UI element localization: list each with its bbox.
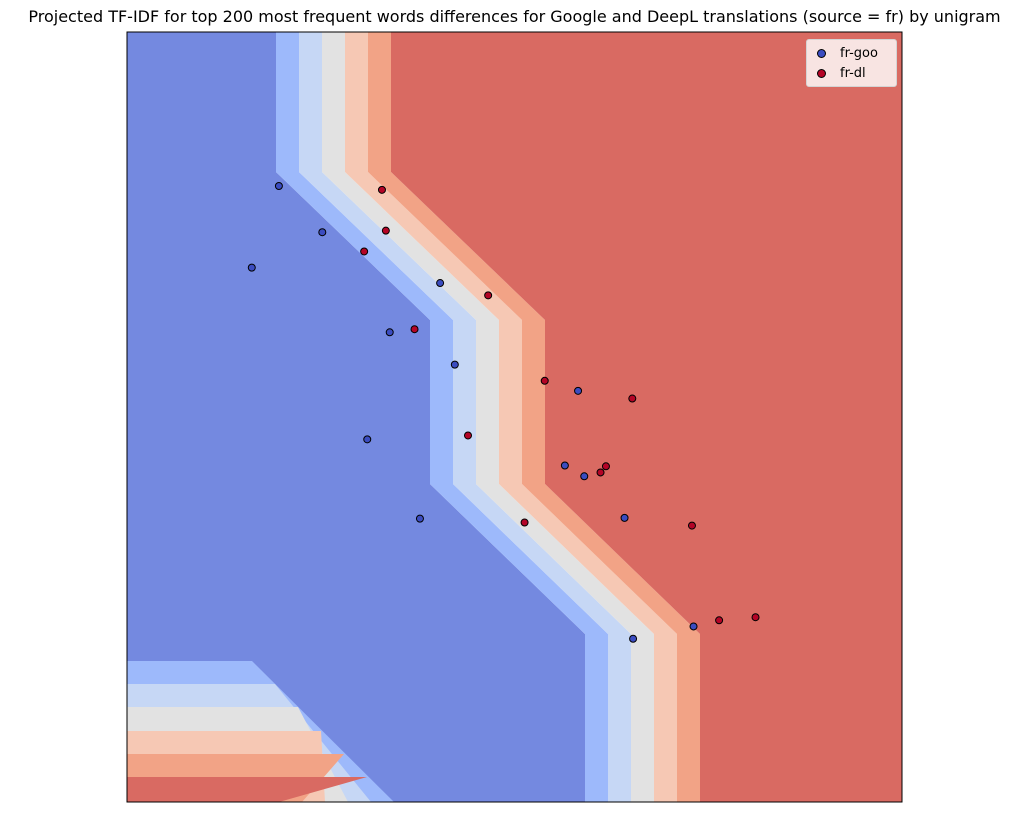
point-fr-goo-5 xyxy=(450,360,459,369)
point-fr-goo-12 xyxy=(629,634,638,643)
point-fr-goo-13 xyxy=(689,622,698,631)
point-fr-dl-10 xyxy=(520,518,529,527)
point-fr-dl-5 xyxy=(540,376,549,385)
point-fr-goo-1 xyxy=(247,263,256,272)
point-fr-dl-0 xyxy=(377,185,386,194)
chart-title: Projected TF-IDF for top 200 most freque… xyxy=(28,7,1001,26)
corner-band-6 xyxy=(127,777,367,802)
point-fr-dl-2 xyxy=(360,247,369,256)
region-band-4 xyxy=(345,32,677,802)
point-fr-dl-3 xyxy=(484,291,493,300)
region-band-5 xyxy=(368,32,700,802)
decision-regions xyxy=(127,32,902,802)
legend-marker-fr-goo xyxy=(817,48,826,58)
region-band-2 xyxy=(299,32,631,802)
point-fr-dl-1 xyxy=(381,226,390,235)
legend-item-fr-goo: fr-goo xyxy=(817,44,878,62)
legend-label-fr-dl: fr-dl xyxy=(840,65,866,81)
point-fr-goo-8 xyxy=(560,461,569,470)
point-fr-dl-12 xyxy=(715,616,724,625)
point-fr-goo-4 xyxy=(385,328,394,337)
point-fr-dl-8 xyxy=(601,462,610,471)
point-fr-goo-6 xyxy=(363,435,372,444)
plot-frame xyxy=(126,31,903,803)
point-fr-dl-4 xyxy=(410,325,419,334)
legend-marker-fr-dl xyxy=(817,68,826,78)
point-fr-goo-7 xyxy=(574,386,583,395)
point-fr-goo-3 xyxy=(436,279,445,288)
point-fr-goo-10 xyxy=(415,514,424,523)
legend-label-fr-goo: fr-goo xyxy=(840,45,878,61)
point-fr-goo-11 xyxy=(620,513,629,522)
point-fr-dl-9 xyxy=(596,468,605,477)
region-band-3 xyxy=(322,32,654,802)
point-fr-dl-11 xyxy=(687,521,696,530)
legend: fr-goo fr-dl xyxy=(806,39,897,87)
legend-item-fr-dl: fr-dl xyxy=(817,64,866,82)
region-blue xyxy=(127,32,585,802)
point-fr-goo-9 xyxy=(580,472,589,481)
region-band-1 xyxy=(276,32,608,802)
point-fr-dl-7 xyxy=(464,431,472,440)
point-fr-dl-13 xyxy=(751,613,760,622)
point-fr-goo-0 xyxy=(274,182,283,190)
point-fr-dl-6 xyxy=(628,394,637,403)
region-red xyxy=(391,32,902,802)
data-points xyxy=(247,182,760,643)
point-fr-goo-2 xyxy=(318,228,327,237)
